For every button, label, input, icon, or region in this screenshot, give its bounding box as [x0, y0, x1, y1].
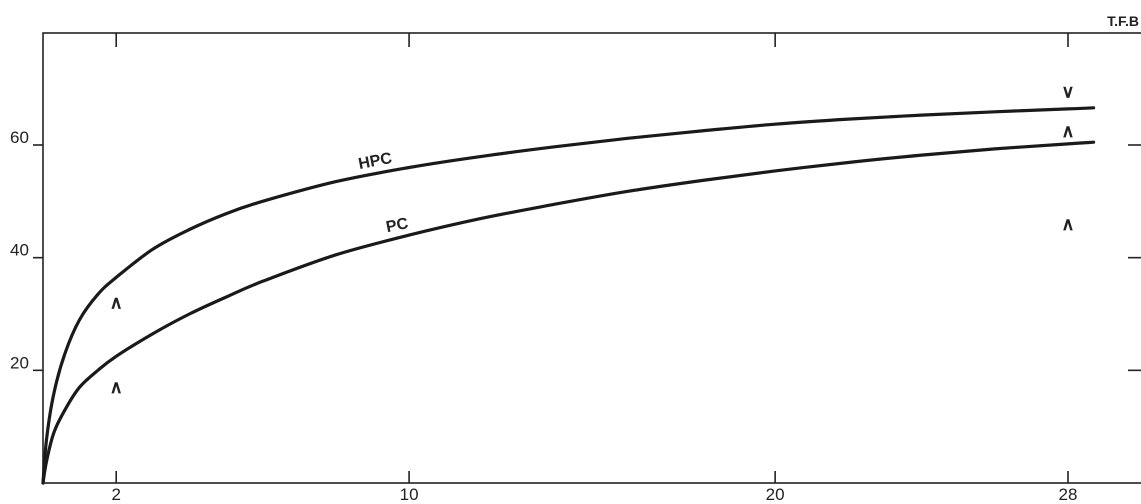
data-marker: ∧	[1061, 214, 1074, 234]
x-tick-label: 2	[111, 485, 120, 504]
data-marker: ∧	[110, 377, 123, 397]
x-tick-label: 28	[1059, 485, 1078, 504]
y-tick-label: 40	[10, 241, 29, 260]
data-marker: ∨	[1061, 81, 1074, 101]
x-tick-label: 10	[400, 485, 419, 504]
data-marker: ∧	[110, 293, 123, 313]
tick-group	[33, 33, 1141, 483]
x-tick-label: 20	[766, 485, 785, 504]
corner-label: T.F.B	[1107, 13, 1139, 29]
plot-border	[42, 32, 1141, 484]
series-line-pc	[41, 140, 1096, 485]
series-label-pc: PC	[385, 215, 410, 236]
marker-group: ∧ ∧ ∨ ∧ ∧	[110, 81, 1075, 397]
data-marker: ∧	[1061, 121, 1074, 141]
series-label-hpc: HPC	[357, 150, 394, 173]
series-group	[41, 106, 1096, 485]
y-tick-label: 60	[10, 128, 29, 147]
y-tick-label: 20	[10, 353, 29, 372]
plot-frame	[42, 32, 1141, 484]
series-line-hpc	[41, 106, 1096, 485]
label-group: 2 10 20 28 20 40 60 T.F.B HPC PC	[10, 13, 1139, 504]
